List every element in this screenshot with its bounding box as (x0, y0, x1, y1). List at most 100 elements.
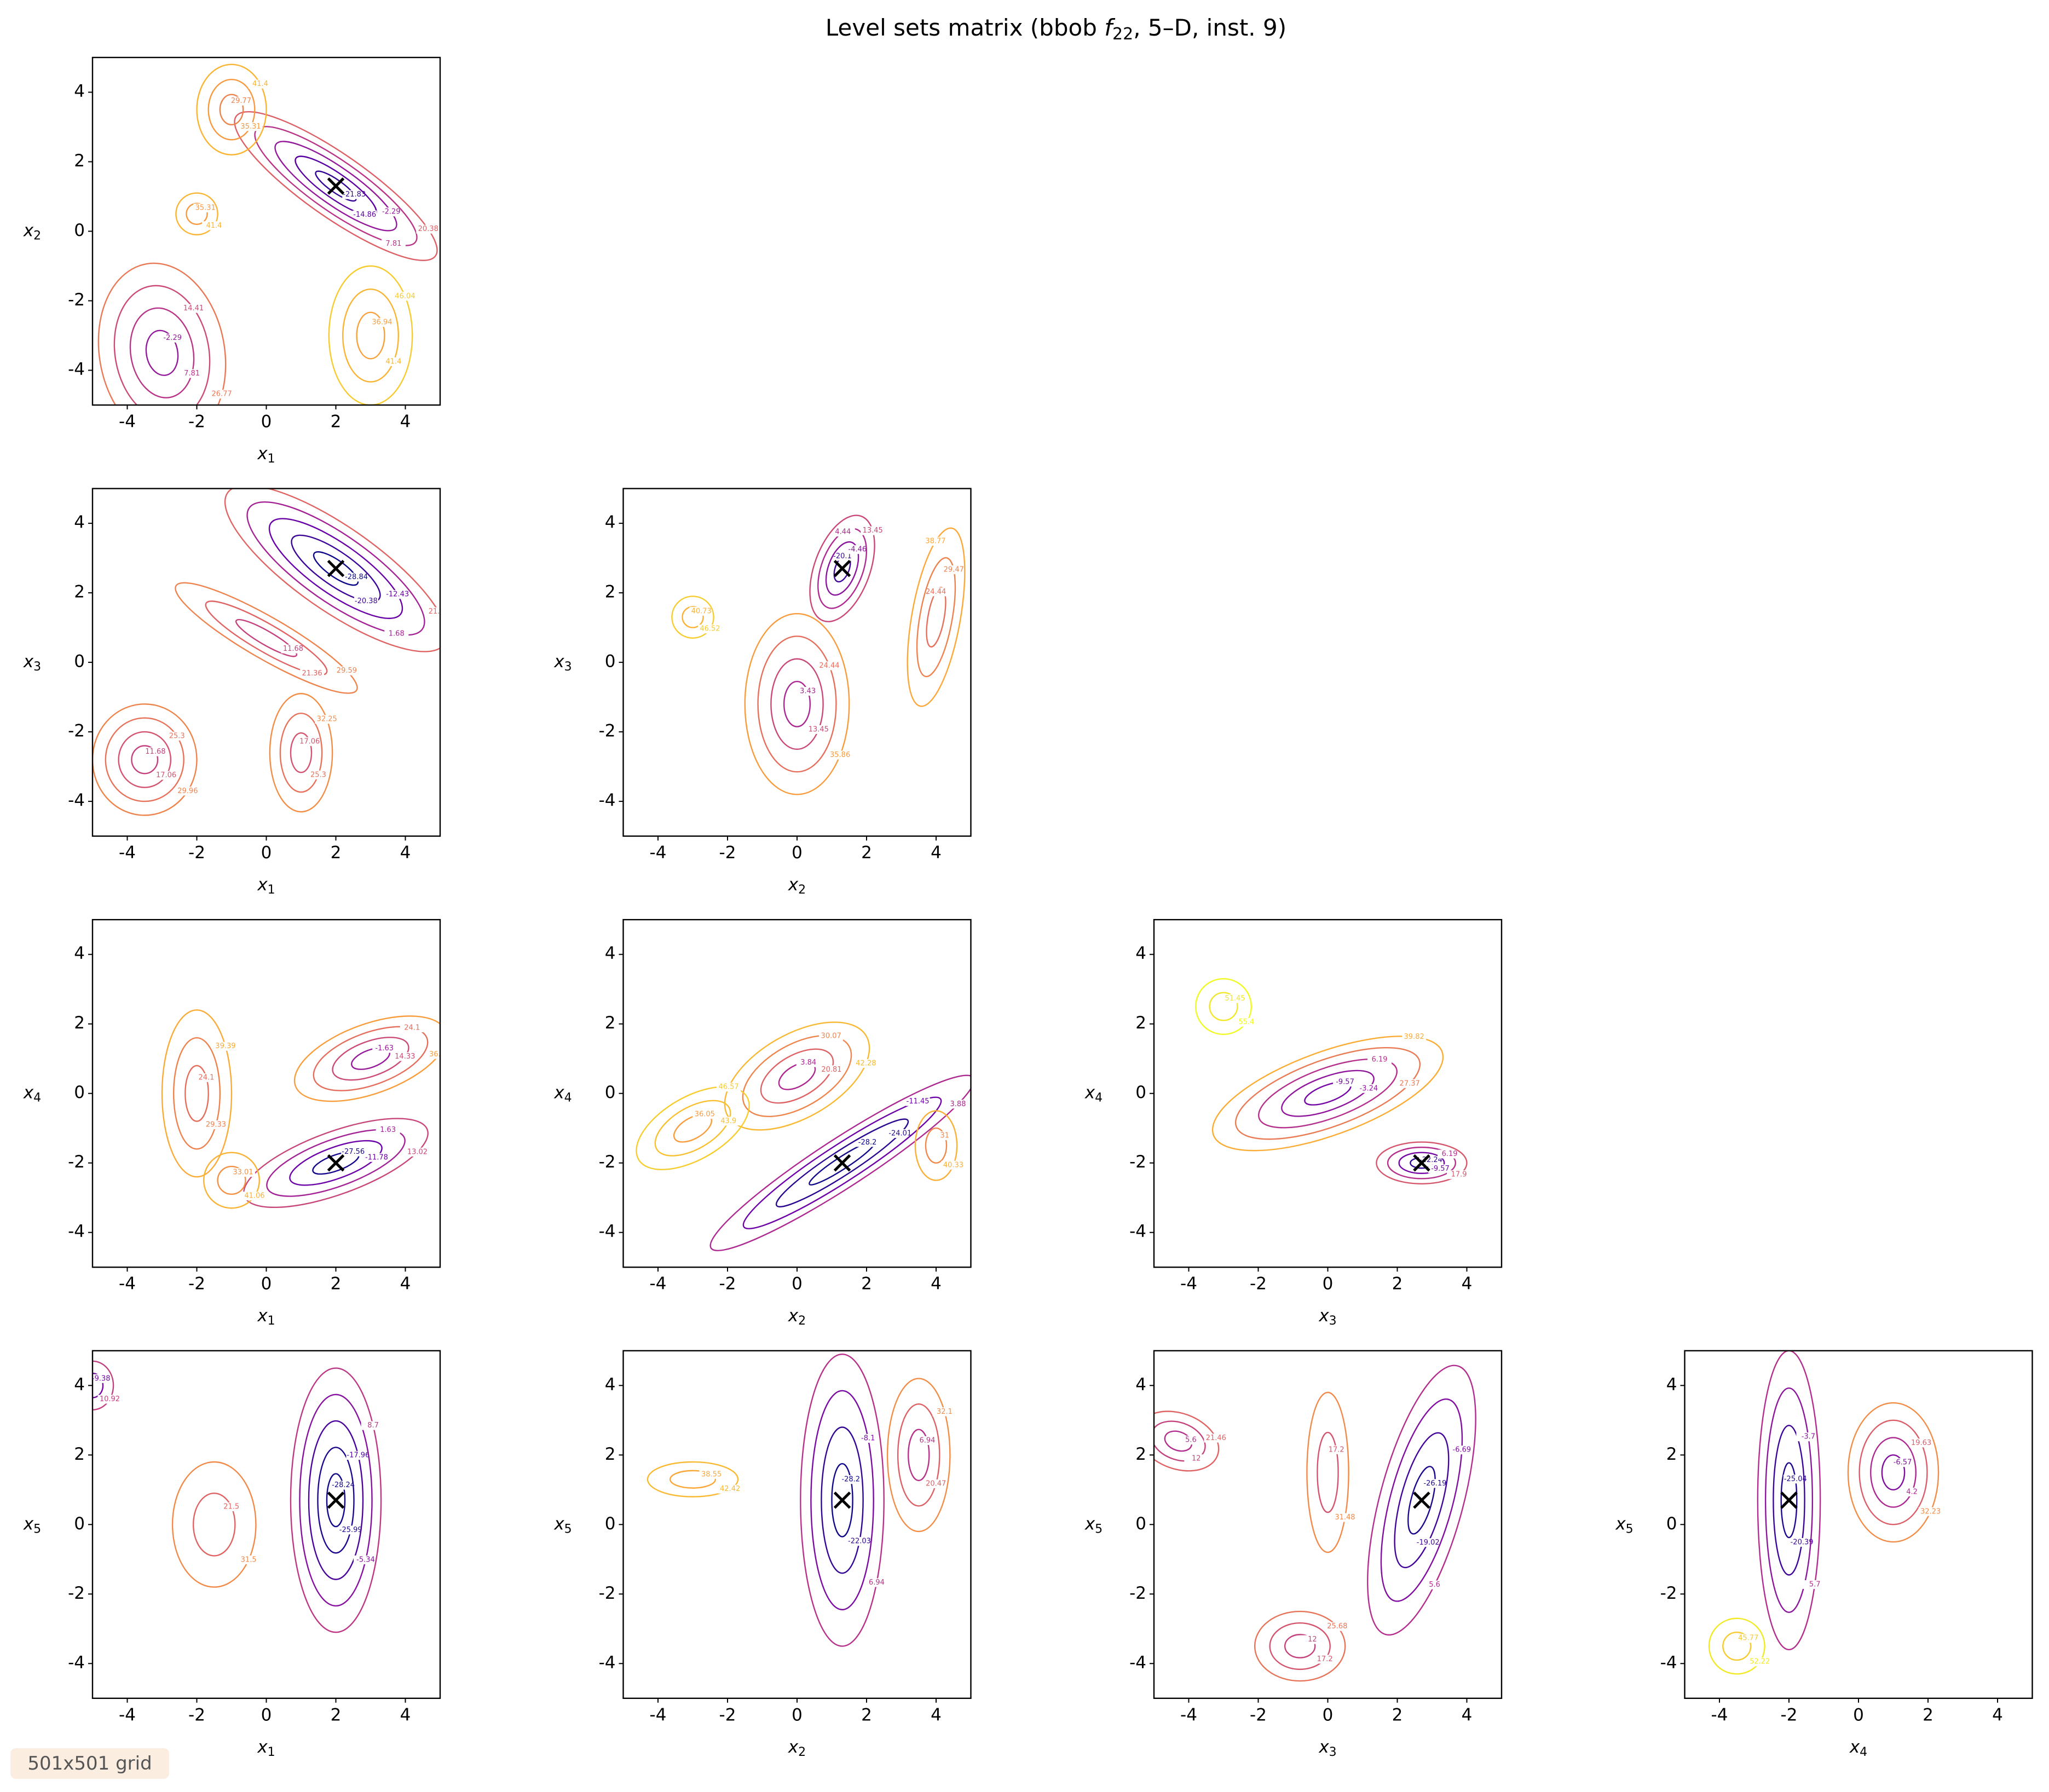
label-base: x (553, 1083, 564, 1102)
label-base: x (23, 221, 34, 240)
contour-label: -25.99 (339, 1526, 362, 1534)
contour-label: 5.6 (1185, 1436, 1197, 1444)
y-tick-label: -4 (599, 1653, 616, 1673)
label-subscript: 5 (1626, 1522, 1634, 1536)
contour-line (925, 1127, 948, 1164)
contour-label-bg (932, 1407, 957, 1417)
contour-label-bg (361, 1421, 385, 1430)
figure-title: Level sets matrix (bbob f22, 5–D, inst. … (826, 14, 1286, 44)
x-axis-label: x2 (788, 1306, 806, 1328)
contour-line (1154, 1420, 1206, 1462)
contour-label-bg (1325, 1622, 1349, 1631)
contour-label: 38.55 (701, 1470, 722, 1478)
x-tick-label: 2 (861, 1274, 872, 1294)
panel: -21.83 -14.86 -2.29 7.81 20.38 -2.29 7.81 14.41… (23, 56, 441, 466)
contour-label-bg (180, 369, 204, 378)
contour-area: -28.2 -22.03 -8.1 6.94 6.94 20.47 32.1 38.55 42.… (647, 1353, 957, 1647)
y-tick-label: -4 (1660, 1653, 1677, 1673)
axes-frame (622, 1350, 972, 1699)
panel: -28.2 -24.01 -11.45 3.88 3.84 20.81 30.07 42.28… (553, 918, 972, 1328)
contour-label: 36.94 (372, 319, 392, 327)
contour-line (192, 1492, 236, 1557)
contour-label-bg (376, 1125, 400, 1135)
contour-label: 24.44 (926, 588, 946, 596)
contour-line (332, 1037, 409, 1081)
contour-line (131, 745, 159, 774)
contour-label: 17.9 (1451, 1171, 1467, 1179)
contour-label: 21.36 (429, 608, 449, 616)
contour-label-bg (718, 1484, 742, 1494)
contour-line (1211, 1036, 1444, 1152)
contour-line (775, 1118, 909, 1207)
contour-label-bg (331, 1481, 356, 1490)
contour-label-bg (213, 1042, 238, 1051)
contour-line (97, 262, 227, 405)
y-tick-label: -2 (68, 721, 85, 741)
panel: -22.24-9.576.1917.9-9.57-3.246.1927.3739… (1084, 918, 1503, 1328)
contour-label-bg (847, 1537, 871, 1546)
contour-label-bg (819, 1031, 844, 1040)
contour-label-bg (1423, 1479, 1447, 1488)
contour-line (1234, 1047, 1421, 1140)
contour-label-bg (1918, 1507, 1943, 1516)
contour-label: -4.46 (849, 546, 867, 554)
optimum-marker (833, 1492, 851, 1509)
optimum-marker (1780, 1492, 1798, 1509)
y-axis-label: x5 (1615, 1514, 1633, 1536)
contour-label-bg (281, 644, 305, 654)
contour-label-bg (795, 686, 820, 696)
contour-label: 43.9 (720, 1117, 736, 1125)
label-subscript: 3 (1329, 1314, 1337, 1328)
contour-label: -28.2 (858, 1138, 877, 1147)
y-tick-label: 2 (1135, 1013, 1146, 1033)
contour-line (1269, 1622, 1331, 1670)
contour-line (274, 141, 397, 232)
contour-label: 36.05 (695, 1111, 715, 1119)
contour-label-bg (817, 661, 841, 670)
contour-line (907, 1429, 930, 1482)
contour-label: 20.38 (418, 225, 438, 233)
y-tick-label: 2 (74, 1444, 85, 1464)
contour-line (724, 1021, 870, 1131)
contour-line (886, 1378, 951, 1533)
contour-line (1317, 1431, 1339, 1513)
contour-label-bg (1790, 1537, 1814, 1547)
contour-label: 20.47 (926, 1479, 946, 1488)
contour-label-bg (1402, 1032, 1427, 1042)
x-tick-label: -2 (719, 843, 736, 863)
contour-line (821, 1426, 864, 1574)
contour-line (93, 1372, 104, 1398)
contour-line (93, 1360, 114, 1411)
label-subscript: 5 (33, 1522, 41, 1536)
contour-label: -5.34 (356, 1556, 375, 1564)
contour-line (742, 1034, 852, 1117)
contour-line (269, 693, 333, 813)
contour-label-bg (692, 1110, 717, 1119)
x-tick-label: -2 (719, 1274, 736, 1294)
contour-label-bg (93, 1374, 113, 1383)
y-tick-label: -4 (68, 360, 85, 379)
contour-label-bg (941, 1160, 966, 1170)
x-axis-label: x2 (788, 875, 806, 897)
contour-label: -9.38 (92, 1374, 111, 1383)
label-base: x (1318, 1306, 1329, 1326)
contour-label: -28.84 (345, 573, 368, 581)
x-tick-label: 4 (400, 412, 411, 432)
contour-line (161, 1009, 233, 1178)
contour-label-bg (1747, 1657, 1772, 1667)
contour-line (113, 285, 211, 405)
y-tick-label: -4 (599, 1222, 616, 1241)
contour-line (1281, 1070, 1375, 1117)
contour-label-bg (830, 528, 855, 537)
contour-line (1757, 1350, 1821, 1651)
contour-line (1858, 1419, 1928, 1525)
y-axis-label: x3 (23, 652, 41, 674)
contour-line (907, 527, 966, 707)
contour-label: -21.83 (343, 190, 366, 199)
label-subscript: 4 (33, 1091, 41, 1105)
contour-line (1380, 1398, 1463, 1602)
contour-label: 14.41 (183, 304, 204, 313)
contour-label-bg (1398, 1079, 1422, 1088)
y-axis-label: x3 (553, 652, 572, 674)
